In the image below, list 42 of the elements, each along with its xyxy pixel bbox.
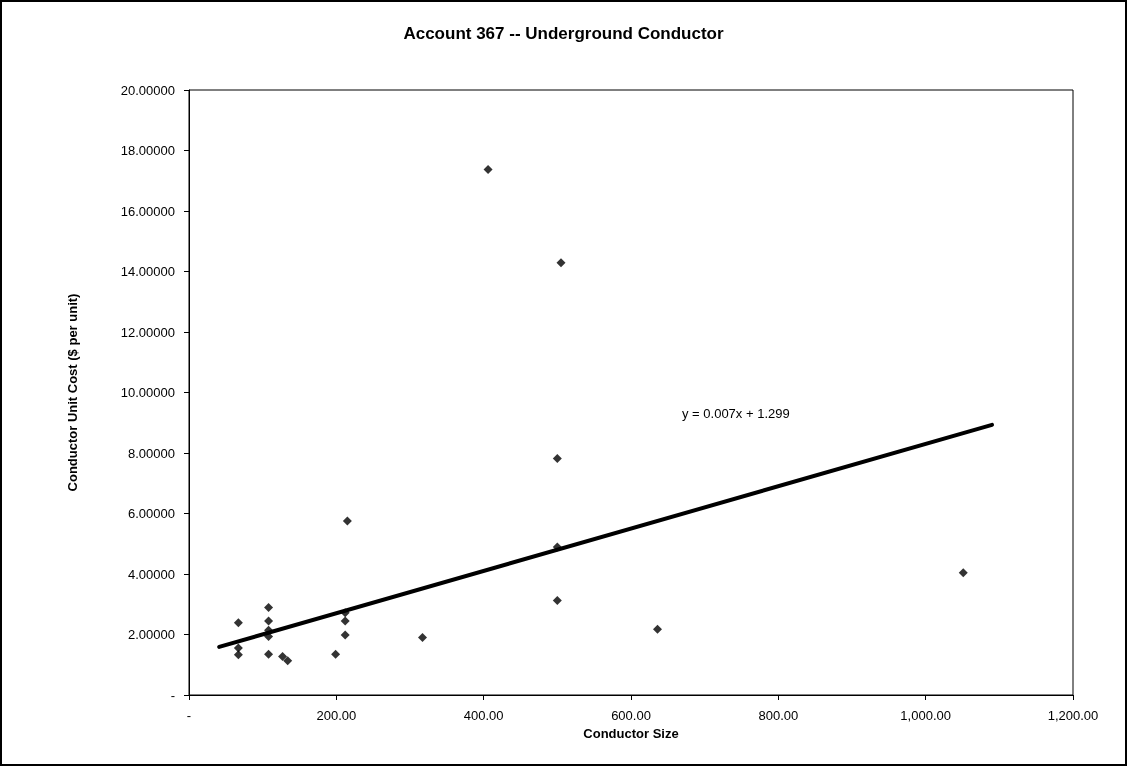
chart-title: Account 367 -- Underground Conductor bbox=[403, 24, 724, 43]
y-tick-label: 18.00000 bbox=[120, 143, 175, 158]
y-tick-label: 12.00000 bbox=[120, 324, 175, 340]
point bbox=[264, 603, 274, 613]
x-tick-label: 1,000.00 bbox=[900, 708, 951, 723]
point bbox=[418, 633, 428, 643]
x-tick-label: 800.00 bbox=[758, 708, 799, 723]
point bbox=[552, 596, 562, 606]
point bbox=[233, 650, 243, 660]
y-tick-label: 8.00000 bbox=[128, 445, 175, 461]
point bbox=[331, 649, 341, 659]
point bbox=[340, 616, 350, 626]
y-tick-label: 14.00000 bbox=[120, 264, 175, 279]
y-tick-label: 10.00000 bbox=[120, 385, 175, 400]
y-tick-label: 2.00000 bbox=[128, 627, 175, 642]
x-tick-label: 400.00 bbox=[463, 708, 504, 723]
point bbox=[342, 516, 352, 526]
y-tick-label: 20.00000 bbox=[120, 82, 175, 98]
point bbox=[278, 652, 288, 662]
point bbox=[340, 630, 350, 640]
annotation: y = 0.007x + 1.299 bbox=[682, 406, 790, 421]
point bbox=[340, 608, 350, 618]
y-tick-label: 6.00000 bbox=[128, 506, 175, 521]
point bbox=[283, 656, 293, 666]
x-tick-label: 1,200.00 bbox=[1047, 708, 1099, 723]
y-axis-title: Conductor Unit Cost ($ per unit) bbox=[65, 293, 80, 492]
point bbox=[958, 568, 968, 578]
y-tick-label: 4.00000 bbox=[128, 566, 175, 582]
x-tick-label: - bbox=[186, 708, 192, 723]
x-tick-label: 200.00 bbox=[316, 708, 357, 723]
point bbox=[233, 618, 243, 628]
point bbox=[264, 616, 274, 626]
point bbox=[264, 649, 274, 659]
y-tick-label: 16.00000 bbox=[120, 203, 175, 219]
x-tick-label: 600.00 bbox=[611, 708, 651, 723]
point bbox=[653, 624, 663, 634]
y-tick-label: - bbox=[170, 687, 175, 703]
x-axis-title: Conductor Size bbox=[583, 726, 679, 741]
point bbox=[552, 542, 562, 552]
point bbox=[483, 165, 493, 175]
point bbox=[552, 453, 562, 463]
point bbox=[556, 258, 566, 268]
